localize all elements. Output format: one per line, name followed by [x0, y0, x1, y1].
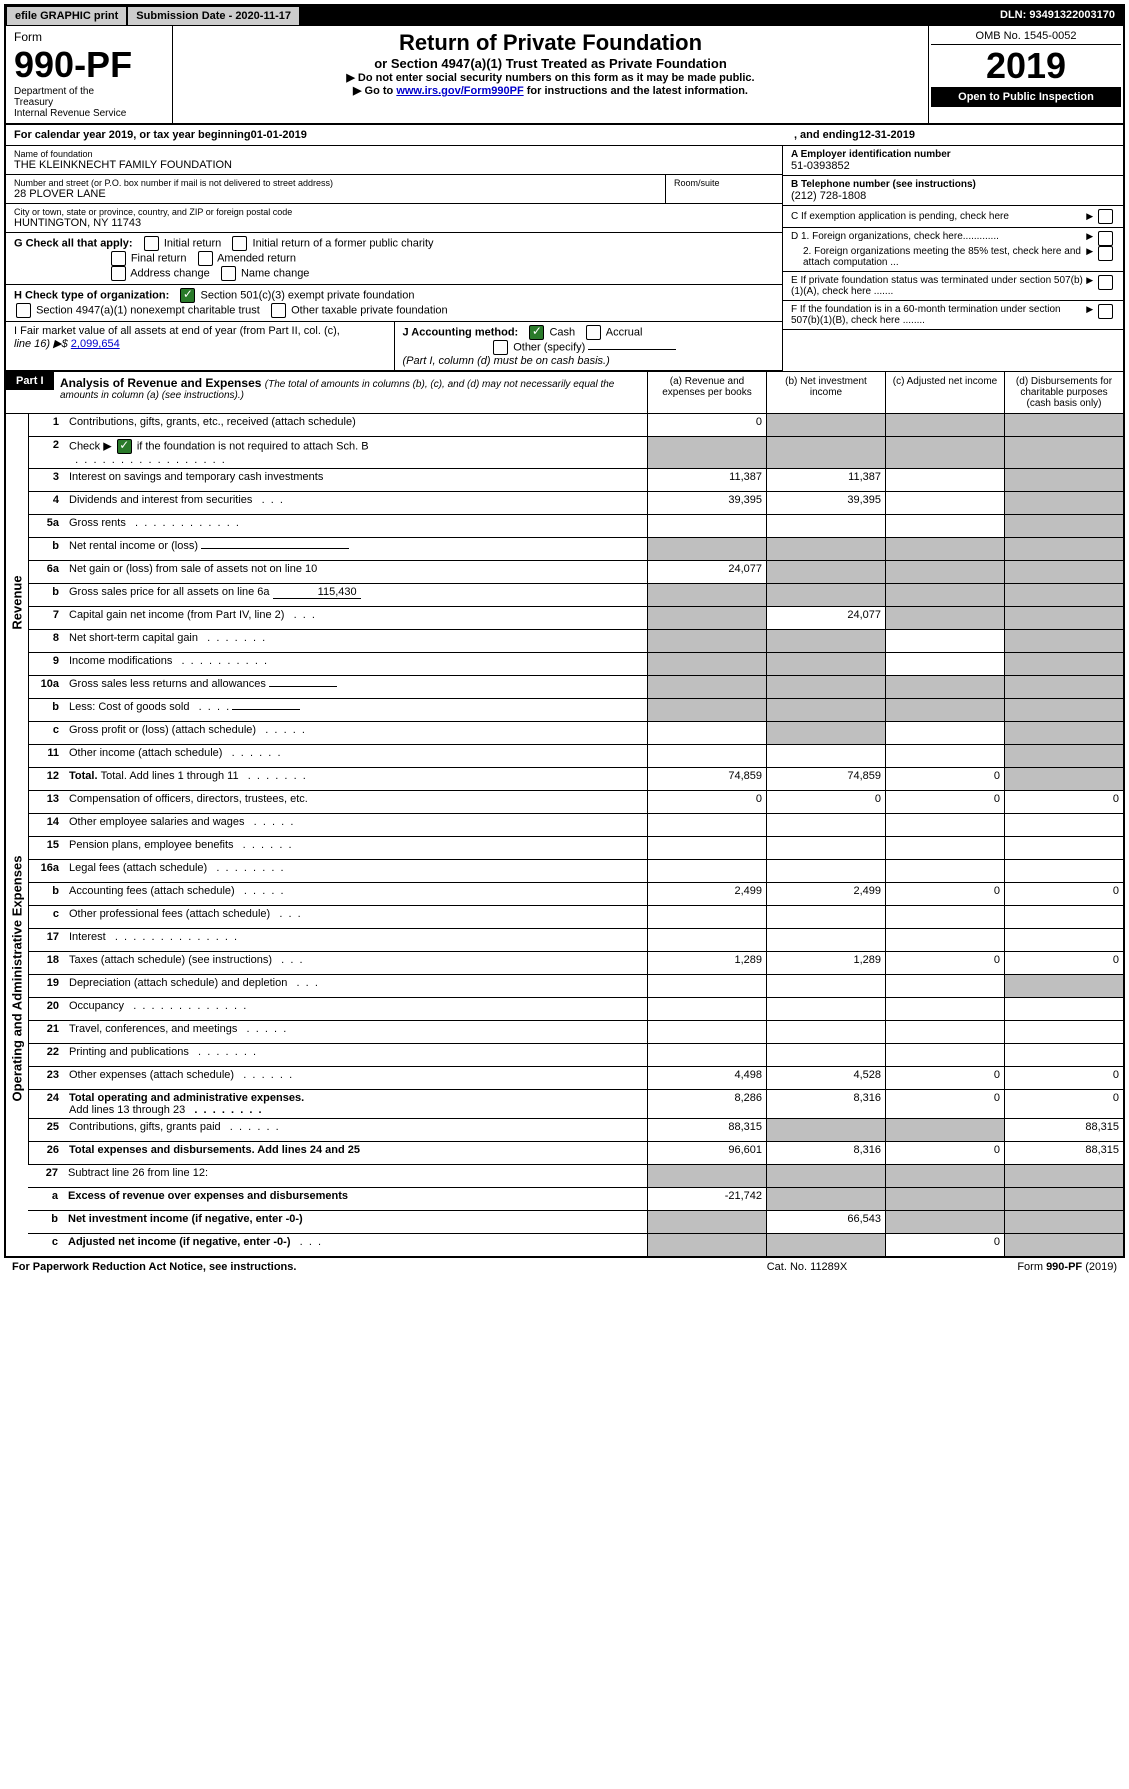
- submission-date: Submission Date - 2020-11-17: [127, 6, 300, 26]
- checkbox-sch-b[interactable]: [117, 439, 132, 454]
- tel-label: B Telephone number (see instructions): [791, 179, 1115, 190]
- ein: 51-0393852: [791, 160, 1115, 172]
- checkbox-initial-former[interactable]: [232, 236, 247, 251]
- col-a-header: (a) Revenue and expenses per books: [647, 372, 766, 413]
- form-title: Return of Private Foundation: [181, 30, 920, 56]
- checkbox-final-return[interactable]: [111, 251, 126, 266]
- calendar-year-row: For calendar year 2019, or tax year begi…: [6, 125, 1123, 146]
- checkbox-e[interactable]: [1098, 275, 1113, 290]
- revenue-section: Revenue 1Contributions, gifts, grants, e…: [6, 414, 1123, 791]
- line27-section: 27Subtract line 26 from line 12: aExcess…: [6, 1165, 1123, 1256]
- section-f: F If the foundation is in a 60-month ter…: [791, 304, 1086, 326]
- form-subtitle: or Section 4947(a)(1) Trust Treated as P…: [181, 56, 920, 71]
- section-c: C If exemption application is pending, c…: [791, 211, 1086, 222]
- irs-link[interactable]: www.irs.gov/Form990PF: [396, 85, 523, 97]
- section-d1: D 1. Foreign organizations, check here..…: [791, 231, 1086, 246]
- address-label: Number and street (or P.O. box number if…: [14, 178, 657, 188]
- dept-line-3: Internal Revenue Service: [14, 108, 164, 119]
- top-bar: efile GRAPHIC print Submission Date - 20…: [6, 6, 1123, 26]
- tax-year: 2019: [931, 45, 1121, 87]
- form-note-1: ▶ Do not enter social security numbers o…: [181, 71, 920, 84]
- dept-line-2: Treasury: [14, 97, 164, 108]
- col-b-header: (b) Net investment income: [766, 372, 885, 413]
- form-number: 990-PF: [14, 44, 164, 86]
- dln: DLN: 93491322003170: [992, 6, 1123, 26]
- ein-label: A Employer identification number: [791, 149, 1115, 160]
- part1-label: Part I: [6, 372, 54, 390]
- entity-info: Name of foundation THE KLEINKNECHT FAMIL…: [6, 146, 1123, 371]
- part1-header: Part I Analysis of Revenue and Expenses …: [6, 371, 1123, 414]
- expenses-side-label: Operating and Administrative Expenses: [10, 855, 25, 1101]
- form-word: Form: [14, 30, 164, 44]
- checkbox-other-method[interactable]: [493, 340, 508, 355]
- dept-line-1: Department of the: [14, 86, 164, 97]
- checkbox-address-change[interactable]: [111, 266, 126, 281]
- section-e: E If private foundation status was termi…: [791, 275, 1086, 297]
- section-d2: 2. Foreign organizations meeting the 85%…: [791, 246, 1086, 268]
- checkbox-cash[interactable]: [529, 325, 544, 340]
- checkbox-other-taxable[interactable]: [271, 303, 286, 318]
- foundation-name-label: Name of foundation: [14, 149, 774, 159]
- omb-number: OMB No. 1545-0052: [931, 28, 1121, 45]
- section-h: H Check type of organization: Section 50…: [6, 285, 782, 322]
- city-label: City or town, state or province, country…: [14, 207, 774, 217]
- checkbox-name-change[interactable]: [221, 266, 236, 281]
- checkbox-initial-return[interactable]: [144, 236, 159, 251]
- telephone: (212) 728-1808: [791, 190, 1115, 202]
- fmv-value: 2,099,654: [71, 338, 120, 350]
- form-footer: Form 990-PF (2019): [917, 1261, 1117, 1273]
- checkbox-amended[interactable]: [198, 251, 213, 266]
- fmv-label: I Fair market value of all assets at end…: [14, 325, 340, 337]
- col-d-header: (d) Disbursements for charitable purpose…: [1004, 372, 1123, 413]
- revenue-side-label: Revenue: [10, 575, 25, 629]
- form-header: Form 990-PF Department of the Treasury I…: [6, 26, 1123, 125]
- expenses-section: Operating and Administrative Expenses 13…: [6, 791, 1123, 1165]
- checkbox-501c3[interactable]: [180, 288, 195, 303]
- foundation-name: THE KLEINKNECHT FAMILY FOUNDATION: [14, 159, 774, 171]
- checkbox-f[interactable]: [1098, 304, 1113, 319]
- form-container: efile GRAPHIC print Submission Date - 20…: [4, 4, 1125, 1258]
- paperwork-notice: For Paperwork Reduction Act Notice, see …: [12, 1261, 697, 1273]
- section-g: G Check all that apply: Initial return I…: [6, 233, 782, 285]
- checkbox-4947[interactable]: [16, 303, 31, 318]
- col-c-header: (c) Adjusted net income: [885, 372, 1004, 413]
- checkbox-accrual[interactable]: [586, 325, 601, 340]
- checkbox-d2[interactable]: [1098, 246, 1113, 261]
- room-label: Room/suite: [674, 178, 774, 188]
- checkbox-d1[interactable]: [1098, 231, 1113, 246]
- address: 28 PLOVER LANE: [14, 188, 657, 200]
- city: HUNTINGTON, NY 11743: [14, 217, 774, 229]
- open-to-public: Open to Public Inspection: [931, 87, 1121, 107]
- cat-no: Cat. No. 11289X: [697, 1261, 917, 1273]
- checkbox-c[interactable]: [1098, 209, 1113, 224]
- form-note-2: ▶ Go to www.irs.gov/Form990PF for instru…: [181, 84, 920, 97]
- page-footer: For Paperwork Reduction Act Notice, see …: [4, 1258, 1125, 1276]
- efile-button[interactable]: efile GRAPHIC print: [6, 6, 127, 26]
